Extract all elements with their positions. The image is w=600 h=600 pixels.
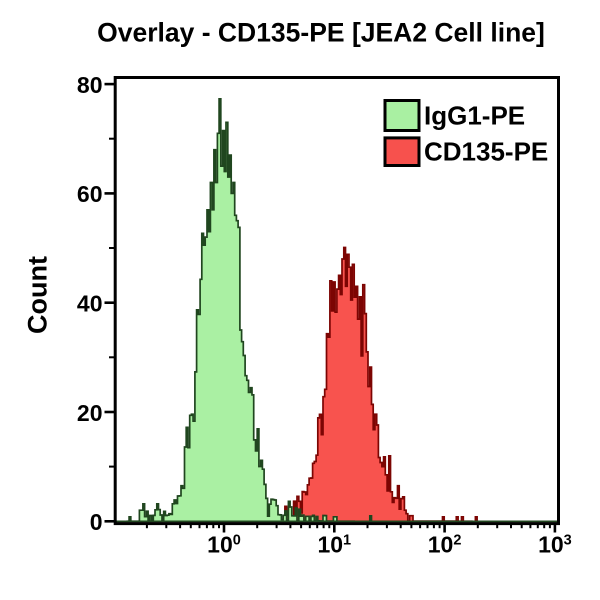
svg-text:101: 101: [317, 532, 351, 558]
svg-text:IgG1-PE: IgG1-PE: [424, 101, 525, 131]
svg-text:CD135-PE: CD135-PE: [424, 137, 548, 167]
svg-text:0: 0: [90, 509, 103, 535]
svg-text:60: 60: [77, 181, 103, 207]
svg-text:Count: Count: [23, 256, 53, 334]
svg-text:80: 80: [77, 72, 103, 98]
svg-text:40: 40: [77, 291, 103, 317]
svg-text:102: 102: [428, 532, 462, 558]
svg-text:20: 20: [77, 400, 103, 426]
svg-text:100: 100: [207, 532, 241, 558]
svg-text:Overlay - CD135-PE [JEA2 Cell: Overlay - CD135-PE [JEA2 Cell line]: [97, 18, 545, 48]
svg-text:103: 103: [538, 532, 572, 558]
